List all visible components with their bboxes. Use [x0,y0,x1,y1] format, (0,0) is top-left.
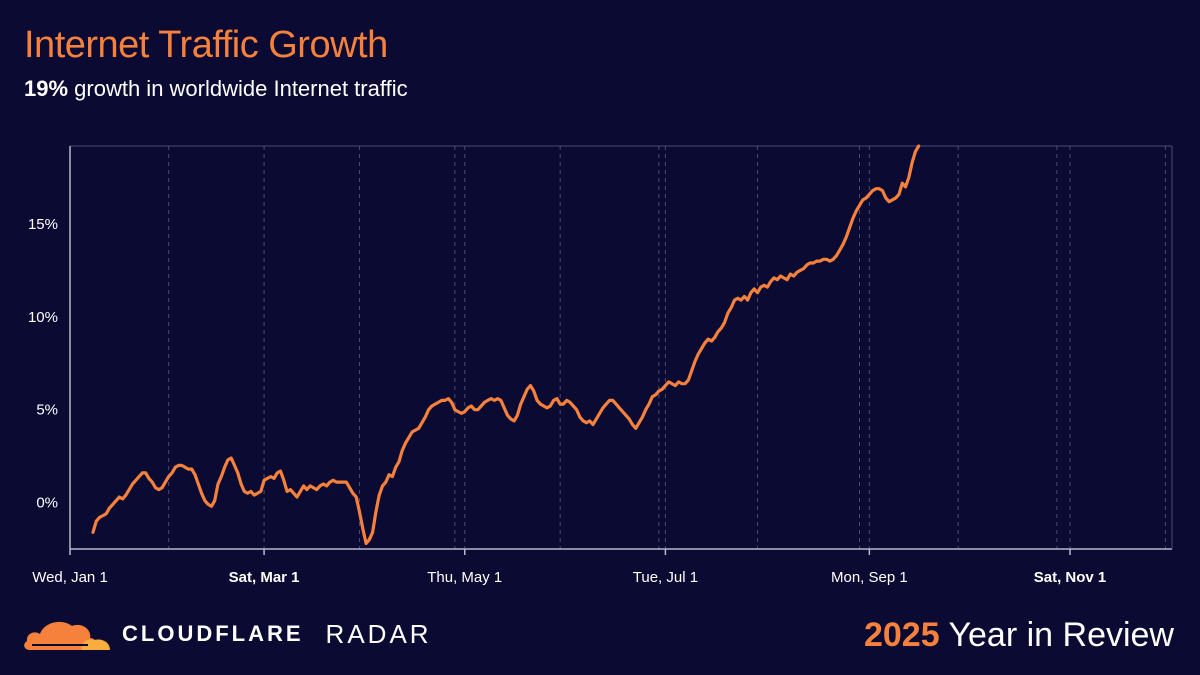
x-tick-label: Tue, Jul 1 [633,569,698,586]
x-tick-label: Mon, Sep 1 [831,569,908,586]
x-tick-label: Wed, Jan 1 [32,569,108,586]
y-tick-labels: 0% 5% 10% 15% [28,216,58,512]
page-subtitle: 19% growth in worldwide Internet traffic [24,76,408,102]
y-tick-label: 15% [28,216,58,233]
series-line [91,144,921,545]
x-tick-label: Sat, Nov 1 [1034,569,1107,586]
grid-lines [168,146,1166,549]
brand-name: CLOUDFLARE [122,621,304,646]
year-in-review-label: 2025 Year in Review [864,616,1174,655]
subtitle-text: growth in worldwide Internet traffic [68,76,408,101]
growth-percent: 19% [24,76,69,101]
y-tick-label: 10% [28,309,58,326]
x-tick-labels: Wed, Jan 1 Sat, Mar 1 Thu, May 1 Tue, Jul 1… [32,549,1106,586]
year: 2025 [863,616,940,654]
cloudflare-cloud-logo-icon [24,621,110,650]
x-tick-label: Thu, May 1 [427,569,502,586]
page-title: Internet Traffic Growth [24,24,388,66]
year-in-review-text: Year in Review [939,616,1174,654]
x-tick-label: Sat, Mar 1 [229,569,300,586]
y-tick-label: 5% [36,402,58,419]
axes [69,145,1173,550]
brand-product: RADAR [325,618,432,649]
y-tick-label: 0% [36,495,58,512]
cloudflare-radar-brand: CLOUDFLARE RADAR [22,612,432,656]
